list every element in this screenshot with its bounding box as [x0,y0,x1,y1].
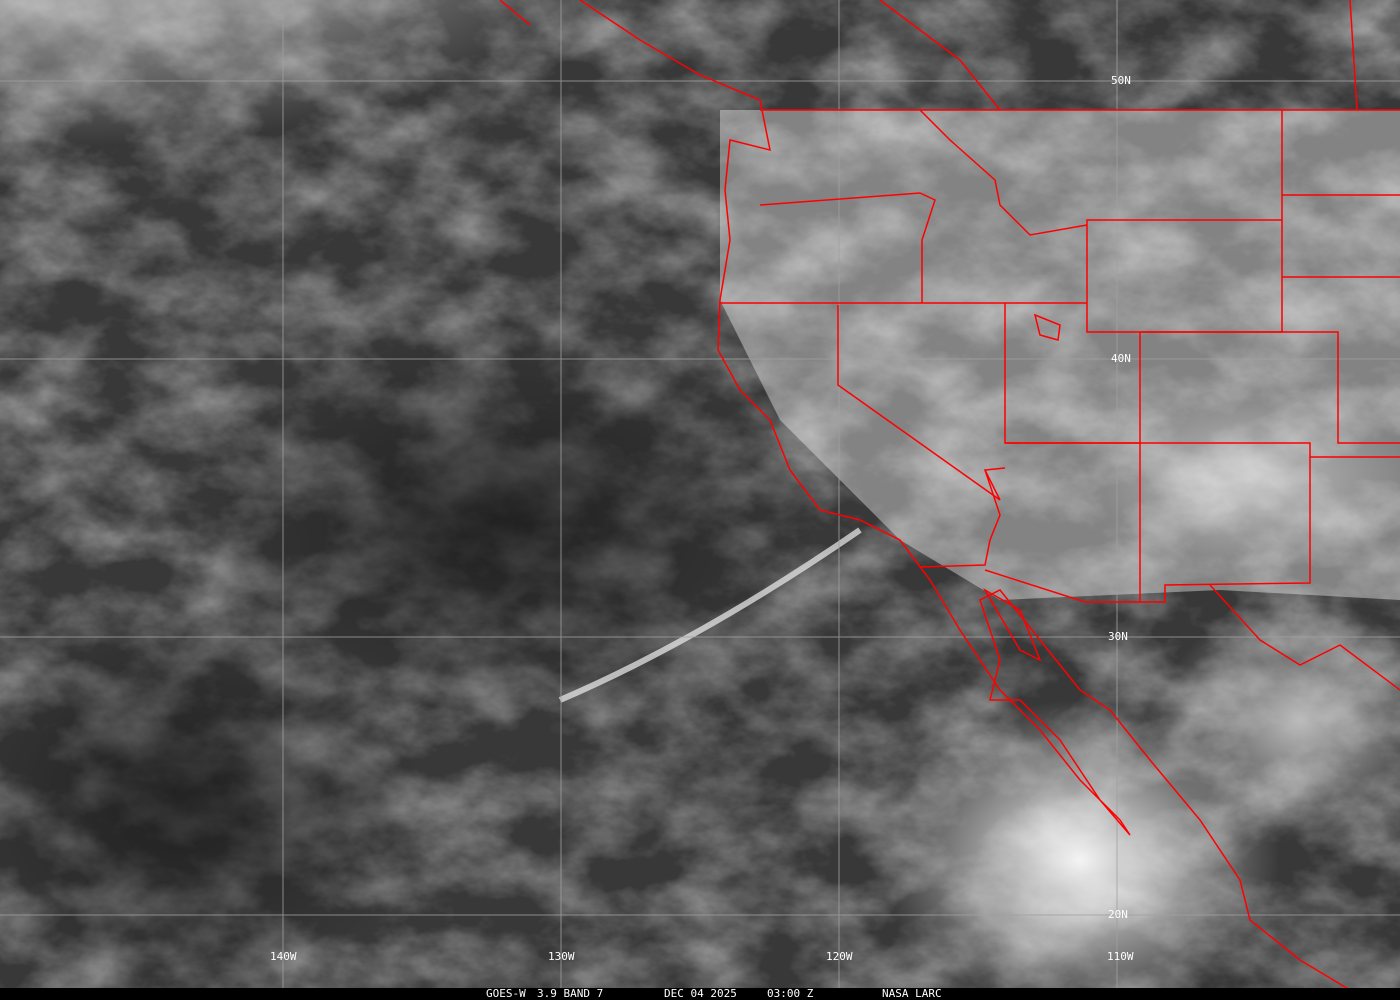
lon-label-140w: 140W [270,950,297,963]
lat-label-30n: 30N [1108,630,1128,643]
caption-satellite: GOES-W [486,987,526,1000]
lat-label-40n: 40N [1111,352,1131,365]
lon-label-120w: 120W [826,950,853,963]
lat-label-20n: 20N [1108,908,1128,921]
caption-time: 03:00 Z [767,987,814,1000]
image-caption-bar: GOES-W 3.9 BAND 7 DEC 04 2025 03:00 Z NA… [0,988,1400,1000]
caption-source: NASA LARC [882,987,942,1000]
caption-channel: 3.9 BAND 7 [537,987,604,1000]
coastline [499,0,1351,991]
lon-label-130w: 130W [548,950,575,963]
lon-label-110w: 110W [1107,950,1134,963]
lat-label-50n: 50N [1111,74,1131,87]
caption-date: DEC 04 2025 [664,987,737,1000]
